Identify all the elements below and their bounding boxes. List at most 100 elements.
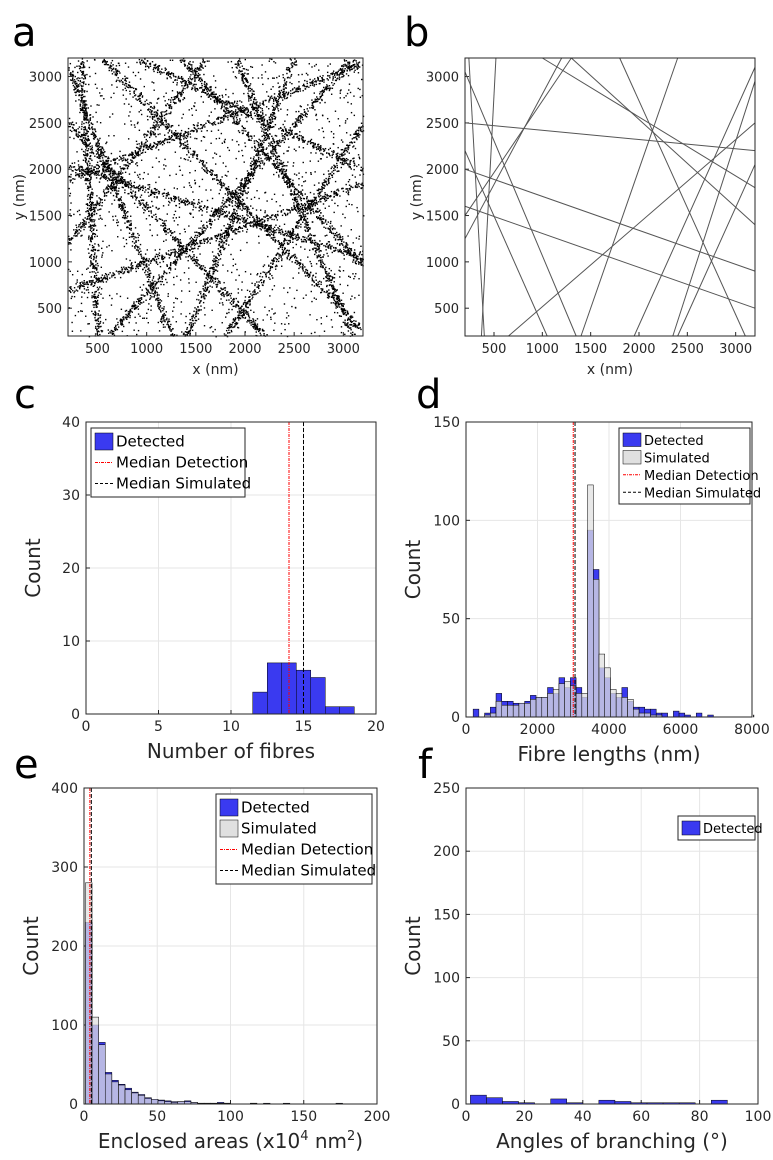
point (70, 173, 72, 176)
point (323, 148, 325, 151)
point (310, 152, 312, 154)
point (238, 107, 240, 109)
point (329, 88, 331, 90)
point (170, 330, 172, 332)
point (101, 254, 103, 256)
point (87, 177, 89, 180)
point (95, 212, 98, 215)
point (285, 317, 288, 319)
point (123, 217, 125, 219)
point (95, 150, 97, 152)
point (96, 306, 98, 308)
point (143, 134, 145, 136)
point (154, 292, 156, 295)
panel-letter-f: f (418, 742, 433, 788)
point (320, 195, 322, 197)
point (87, 130, 90, 133)
point (78, 94, 81, 96)
point (74, 66, 76, 69)
point (346, 199, 348, 202)
point (78, 174, 80, 176)
point (73, 89, 75, 91)
point (242, 206, 244, 208)
point (302, 263, 304, 265)
point (88, 213, 91, 216)
point (164, 225, 167, 227)
point (162, 326, 165, 328)
point (285, 130, 287, 132)
point (311, 66, 313, 68)
point (214, 96, 217, 99)
point (68, 242, 70, 244)
point (188, 254, 191, 257)
point (219, 290, 222, 292)
point (117, 198, 120, 200)
point (223, 281, 225, 284)
point (119, 72, 121, 74)
point (164, 231, 166, 233)
point (82, 81, 85, 84)
point (286, 109, 289, 111)
point (101, 61, 104, 64)
point (321, 153, 324, 155)
point (77, 88, 79, 91)
point (235, 109, 237, 111)
point (304, 272, 306, 274)
point (93, 295, 95, 298)
point (91, 208, 93, 211)
point (231, 195, 234, 198)
point (256, 121, 258, 123)
point (113, 174, 115, 176)
point (201, 163, 204, 165)
point (76, 78, 78, 80)
point (183, 332, 185, 335)
point (256, 215, 258, 218)
point (350, 103, 353, 105)
point (257, 77, 260, 79)
point (84, 95, 86, 98)
point (162, 123, 164, 126)
point (136, 122, 139, 125)
point (121, 167, 124, 169)
point (166, 113, 168, 115)
point (251, 175, 254, 177)
point (90, 122, 93, 125)
point (70, 238, 73, 240)
point (242, 230, 244, 232)
point (294, 253, 296, 256)
point (87, 166, 89, 168)
point (284, 120, 286, 122)
point (149, 298, 151, 301)
point (104, 169, 106, 172)
point (117, 193, 120, 195)
point (91, 149, 94, 151)
point (151, 284, 154, 286)
point (269, 228, 272, 231)
point (101, 146, 104, 148)
point (189, 256, 192, 258)
point (221, 121, 224, 123)
point (258, 328, 261, 330)
point (104, 163, 106, 165)
point (144, 103, 146, 105)
point (94, 317, 96, 319)
point (103, 163, 105, 166)
point (176, 96, 179, 98)
point (293, 173, 296, 175)
point (137, 151, 139, 154)
point (307, 256, 309, 258)
point (93, 253, 96, 256)
point (298, 110, 300, 113)
point (93, 228, 95, 230)
point (326, 156, 328, 158)
point (302, 267, 304, 269)
point (267, 219, 269, 222)
point (298, 172, 300, 174)
point (186, 134, 188, 137)
point (281, 129, 283, 132)
point (121, 204, 124, 206)
point (99, 137, 101, 140)
point (269, 231, 271, 234)
point (337, 152, 339, 155)
point (258, 197, 260, 200)
